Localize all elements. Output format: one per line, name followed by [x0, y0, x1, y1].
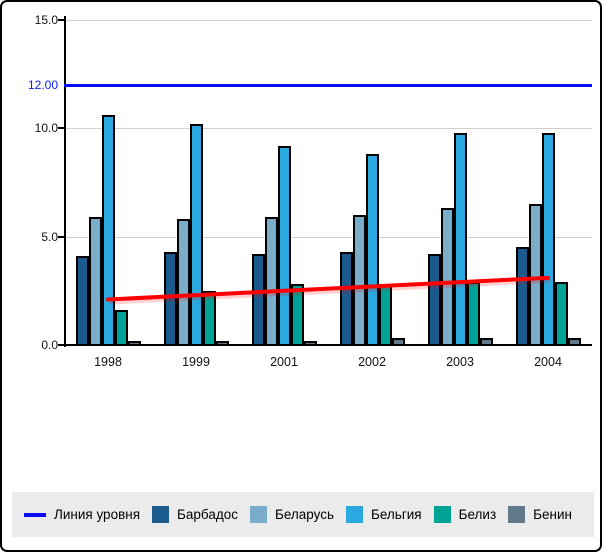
legend: Линия уровня Барбадос Беларусь Бельгия Белиз…: [12, 492, 594, 537]
bar[interactable]: [290, 284, 304, 345]
y-tick-label: 5.0: [41, 229, 58, 244]
x-tick-label: 2004: [534, 355, 562, 369]
y-tick-label: 0.0: [41, 338, 58, 352]
gridline: [64, 19, 592, 21]
bar[interactable]: [75, 256, 89, 345]
legend-line-swatch: [24, 512, 46, 517]
bar[interactable]: [101, 115, 115, 345]
bar[interactable]: [277, 145, 291, 345]
time-slider: 1998 1998 2004: [2, 397, 600, 482]
y-axis-line: [64, 15, 66, 347]
bar[interactable]: [202, 290, 216, 345]
chart-plot-area: 15.0 10.0 5.0 0.0 1998 1999 2001 2002 2003 2004 12…: [2, 2, 600, 402]
bar[interactable]: [88, 217, 102, 345]
y-tick-label: 15.0: [34, 12, 58, 27]
legend-item-label: Белиз: [458, 507, 497, 522]
y-tick-label: 10.0: [34, 121, 58, 136]
legend-item[interactable]: Линия уровня: [24, 507, 140, 522]
bar[interactable]: [114, 310, 128, 345]
x-tick-label: 1998: [94, 355, 122, 369]
legend-item[interactable]: Бенин: [508, 506, 572, 523]
bar[interactable]: [528, 204, 542, 345]
bar[interactable]: [440, 208, 454, 345]
bar[interactable]: [189, 123, 203, 345]
bar[interactable]: [554, 282, 568, 345]
legend-item-label: Барбадос: [177, 507, 238, 522]
legend-item[interactable]: Бельгия: [346, 506, 422, 523]
legend-item-label: Бенин: [533, 507, 572, 522]
x-tick-label: 1999: [182, 355, 210, 369]
bar[interactable]: [215, 340, 229, 345]
bar[interactable]: [378, 284, 392, 345]
legend-item[interactable]: Белиз: [433, 506, 497, 523]
legend-box-swatch: [508, 506, 526, 523]
gridline: [64, 128, 592, 130]
legend-item-label: Беларусь: [274, 507, 335, 522]
bar[interactable]: [303, 340, 317, 345]
bar[interactable]: [453, 132, 467, 345]
bar[interactable]: [466, 282, 480, 345]
bar[interactable]: [339, 251, 353, 345]
y-axis-tick: [58, 18, 64, 21]
legend-box-swatch: [152, 506, 170, 523]
x-tick-label: 2001: [270, 355, 298, 369]
legend-box-swatch: [249, 506, 267, 523]
bar[interactable]: [541, 132, 555, 345]
bar[interactable]: [127, 340, 141, 345]
legend-item-label: Линия уровня: [54, 507, 141, 522]
bar[interactable]: [391, 338, 405, 345]
bar[interactable]: [365, 154, 379, 345]
bar[interactable]: [163, 251, 177, 345]
y-axis-tick: [58, 127, 64, 130]
bar[interactable]: [264, 217, 278, 345]
bar[interactable]: [567, 338, 581, 345]
x-tick-label: 2003: [446, 355, 474, 369]
bar[interactable]: [427, 253, 441, 345]
x-tick-label: 2002: [358, 355, 386, 369]
bar[interactable]: [352, 214, 366, 345]
legend-item[interactable]: Беларусь: [249, 506, 335, 523]
y-axis-tick: [58, 235, 64, 238]
gridline: [64, 236, 592, 238]
legend-item-label: Бельгия: [371, 507, 422, 522]
bar[interactable]: [479, 338, 493, 345]
level-line-label: 12.00: [27, 77, 58, 92]
legend-box-swatch: [433, 506, 451, 523]
legend-item[interactable]: Барбадос: [152, 506, 238, 523]
legend-box-swatch: [346, 506, 364, 523]
bar[interactable]: [251, 253, 265, 345]
y-axis-tick: [58, 344, 64, 346]
bar[interactable]: [176, 219, 190, 345]
level-line: [64, 83, 592, 87]
x-axis-line: [64, 344, 592, 346]
bar[interactable]: [515, 247, 529, 345]
